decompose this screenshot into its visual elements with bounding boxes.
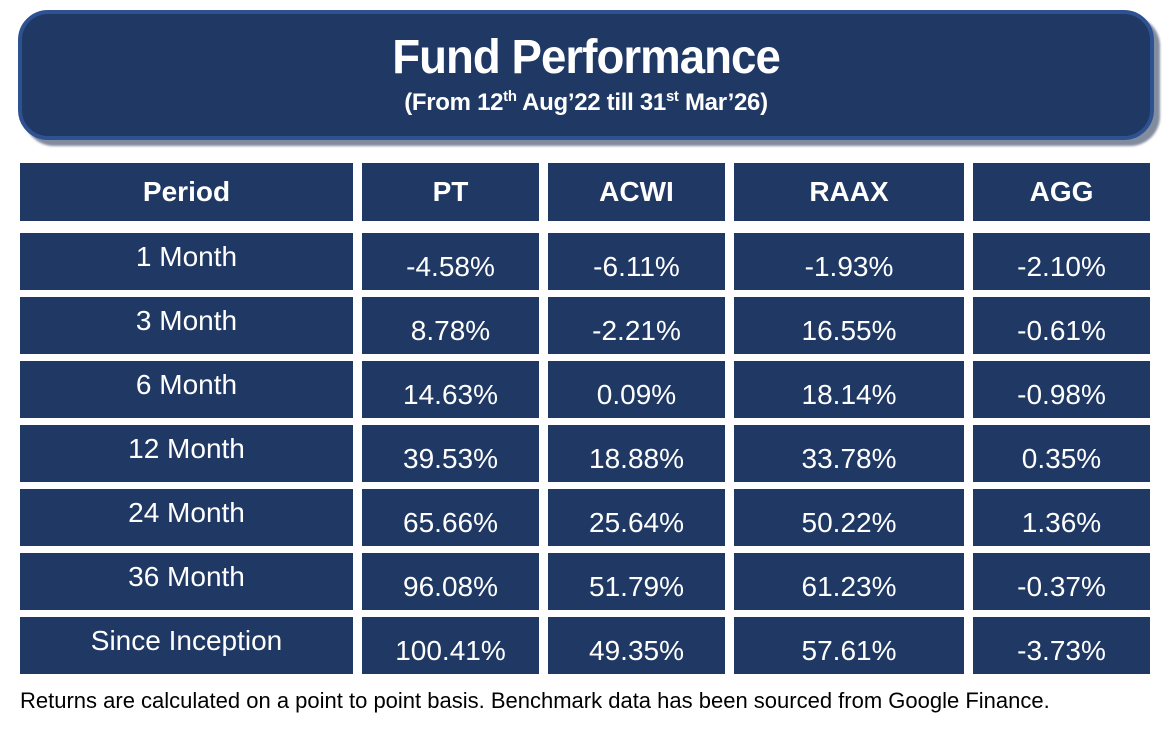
cell-36m-acwi: 51.79% bbox=[548, 553, 725, 610]
cell-36m-raax: 61.23% bbox=[734, 553, 964, 610]
cell-1m-pt: -4.58% bbox=[362, 233, 539, 290]
table-body: 1 Month -4.58% -6.11% -1.93% -2.10% 3 Mo… bbox=[20, 233, 1150, 674]
header-cell-period: Period bbox=[20, 163, 353, 221]
row-24m-period-label: 24 Month bbox=[20, 489, 353, 546]
cell-inception-raax: 57.61% bbox=[734, 617, 964, 674]
page-title: Fund Performance bbox=[392, 30, 781, 84]
subtitle-superscript-th: th bbox=[503, 89, 517, 106]
cell-3m-raax: 16.55% bbox=[734, 297, 964, 354]
cell-1m-acwi: -6.11% bbox=[548, 233, 725, 290]
cell-36m-pt: 96.08% bbox=[362, 553, 539, 610]
cell-1m-agg: -2.10% bbox=[973, 233, 1150, 290]
cell-6m-raax: 18.14% bbox=[734, 361, 964, 418]
cell-6m-acwi: 0.09% bbox=[548, 361, 725, 418]
cell-inception-agg: -3.73% bbox=[973, 617, 1150, 674]
title-banner: Fund Performance (From 12th Aug’22 till … bbox=[18, 10, 1154, 140]
footnote: Returns are calculated on a point to poi… bbox=[20, 688, 1050, 713]
cell-12m-pt: 39.53% bbox=[362, 425, 539, 482]
header-cell-pt: PT bbox=[362, 163, 539, 221]
header-cell-raax: RAAX bbox=[734, 163, 964, 221]
page-subtitle: (From 12th Aug’22 till 31st Mar’26) bbox=[404, 89, 768, 117]
cell-24m-agg: 1.36% bbox=[973, 489, 1150, 546]
table-header-row: Period PT ACWI RAAX AGG bbox=[20, 163, 1150, 221]
cell-inception-acwi: 49.35% bbox=[548, 617, 725, 674]
subtitle-text-mid: Aug’22 till 31 bbox=[516, 89, 666, 117]
cell-36m-agg: -0.37% bbox=[973, 553, 1150, 610]
cell-3m-pt: 8.78% bbox=[362, 297, 539, 354]
subtitle-superscript-st: st bbox=[665, 89, 679, 106]
cell-12m-acwi: 18.88% bbox=[548, 425, 725, 482]
cell-3m-agg: -0.61% bbox=[973, 297, 1150, 354]
row-1m-period-label: 1 Month bbox=[20, 233, 353, 290]
cell-3m-acwi: -2.21% bbox=[548, 297, 725, 354]
cell-12m-raax: 33.78% bbox=[734, 425, 964, 482]
cell-12m-agg: 0.35% bbox=[973, 425, 1150, 482]
header-cell-acwi: ACWI bbox=[548, 163, 725, 221]
cell-1m-raax: -1.93% bbox=[734, 233, 964, 290]
subtitle-text-post: Mar’26) bbox=[678, 89, 768, 117]
row-3m-period-label: 3 Month bbox=[20, 297, 353, 354]
cell-24m-pt: 65.66% bbox=[362, 489, 539, 546]
subtitle-text-pre: (From 12 bbox=[404, 89, 504, 117]
header-cell-agg: AGG bbox=[973, 163, 1150, 221]
row-6m-period-label: 6 Month bbox=[20, 361, 353, 418]
row-inception-period-label: Since Inception bbox=[20, 617, 353, 674]
cell-24m-raax: 50.22% bbox=[734, 489, 964, 546]
row-12m-period-label: 12 Month bbox=[20, 425, 353, 482]
cell-24m-acwi: 25.64% bbox=[548, 489, 725, 546]
cell-6m-pt: 14.63% bbox=[362, 361, 539, 418]
row-36m-period-label: 36 Month bbox=[20, 553, 353, 610]
cell-6m-agg: -0.98% bbox=[973, 361, 1150, 418]
cell-inception-pt: 100.41% bbox=[362, 617, 539, 674]
